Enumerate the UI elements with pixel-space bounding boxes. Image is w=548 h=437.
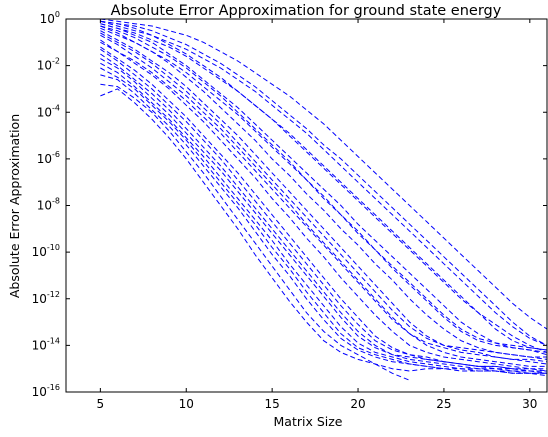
series-line-4 [100, 30, 547, 365]
y-tick-label: 100 [40, 10, 60, 26]
series-line-3 [100, 25, 547, 360]
x-tick-label: 5 [97, 397, 105, 411]
series-line-16 [100, 41, 547, 363]
series-line-7 [100, 46, 547, 372]
y-tick-label: 10-6 [37, 150, 60, 166]
series-line-23 [100, 67, 547, 377]
x-tick-label: 10 [179, 397, 194, 411]
series-line-12 [100, 88, 444, 372]
series-line-9 [100, 62, 547, 374]
y-tick-label: 10-14 [32, 336, 60, 352]
series-line-2 [100, 23, 547, 356]
series-line-6 [100, 39, 547, 370]
y-axis-ticks: 100 10-2 10-4 10-6 10-8 10-10 10-12 10-14 10-16 [32, 10, 547, 399]
x-tick-label: 15 [265, 397, 280, 411]
plot-frame [65, 18, 548, 393]
series-line-19 [100, 32, 547, 358]
x-tick-label: 30 [522, 397, 537, 411]
series-line-8 [100, 53, 547, 374]
series-line-22 [100, 48, 547, 372]
y-tick-label: 10-4 [37, 103, 60, 119]
series-layer [100, 19, 547, 381]
x-axis-label: Matrix Size [274, 414, 343, 429]
series-line-13 [100, 23, 547, 351]
series-line-11 [100, 83, 410, 381]
series-line-5 [100, 34, 547, 367]
series-line-1 [100, 20, 547, 353]
x-tick-label: 20 [350, 397, 365, 411]
y-tick-label: 10-10 [32, 243, 60, 259]
series-line-10 [100, 74, 547, 374]
series-line-15 [100, 27, 547, 353]
series-line-14 [100, 20, 547, 346]
series-line-17 [100, 58, 547, 372]
y-tick-label: 10-8 [37, 197, 60, 213]
y-tick-label: 10-12 [32, 290, 60, 306]
y-tick-label: 10-16 [32, 383, 60, 399]
chart-title: Absolute Error Approximation for ground … [111, 3, 502, 19]
series-line-20 [100, 19, 547, 330]
y-tick-label: 10-2 [37, 57, 60, 73]
x-axis-ticks: 5 10 15 20 25 30 [97, 19, 537, 411]
y-axis-label: Absolute Error Approximation [7, 114, 22, 298]
series-line-18 [100, 25, 547, 351]
series-line-21 [100, 20, 547, 346]
x-tick-label: 25 [436, 397, 451, 411]
